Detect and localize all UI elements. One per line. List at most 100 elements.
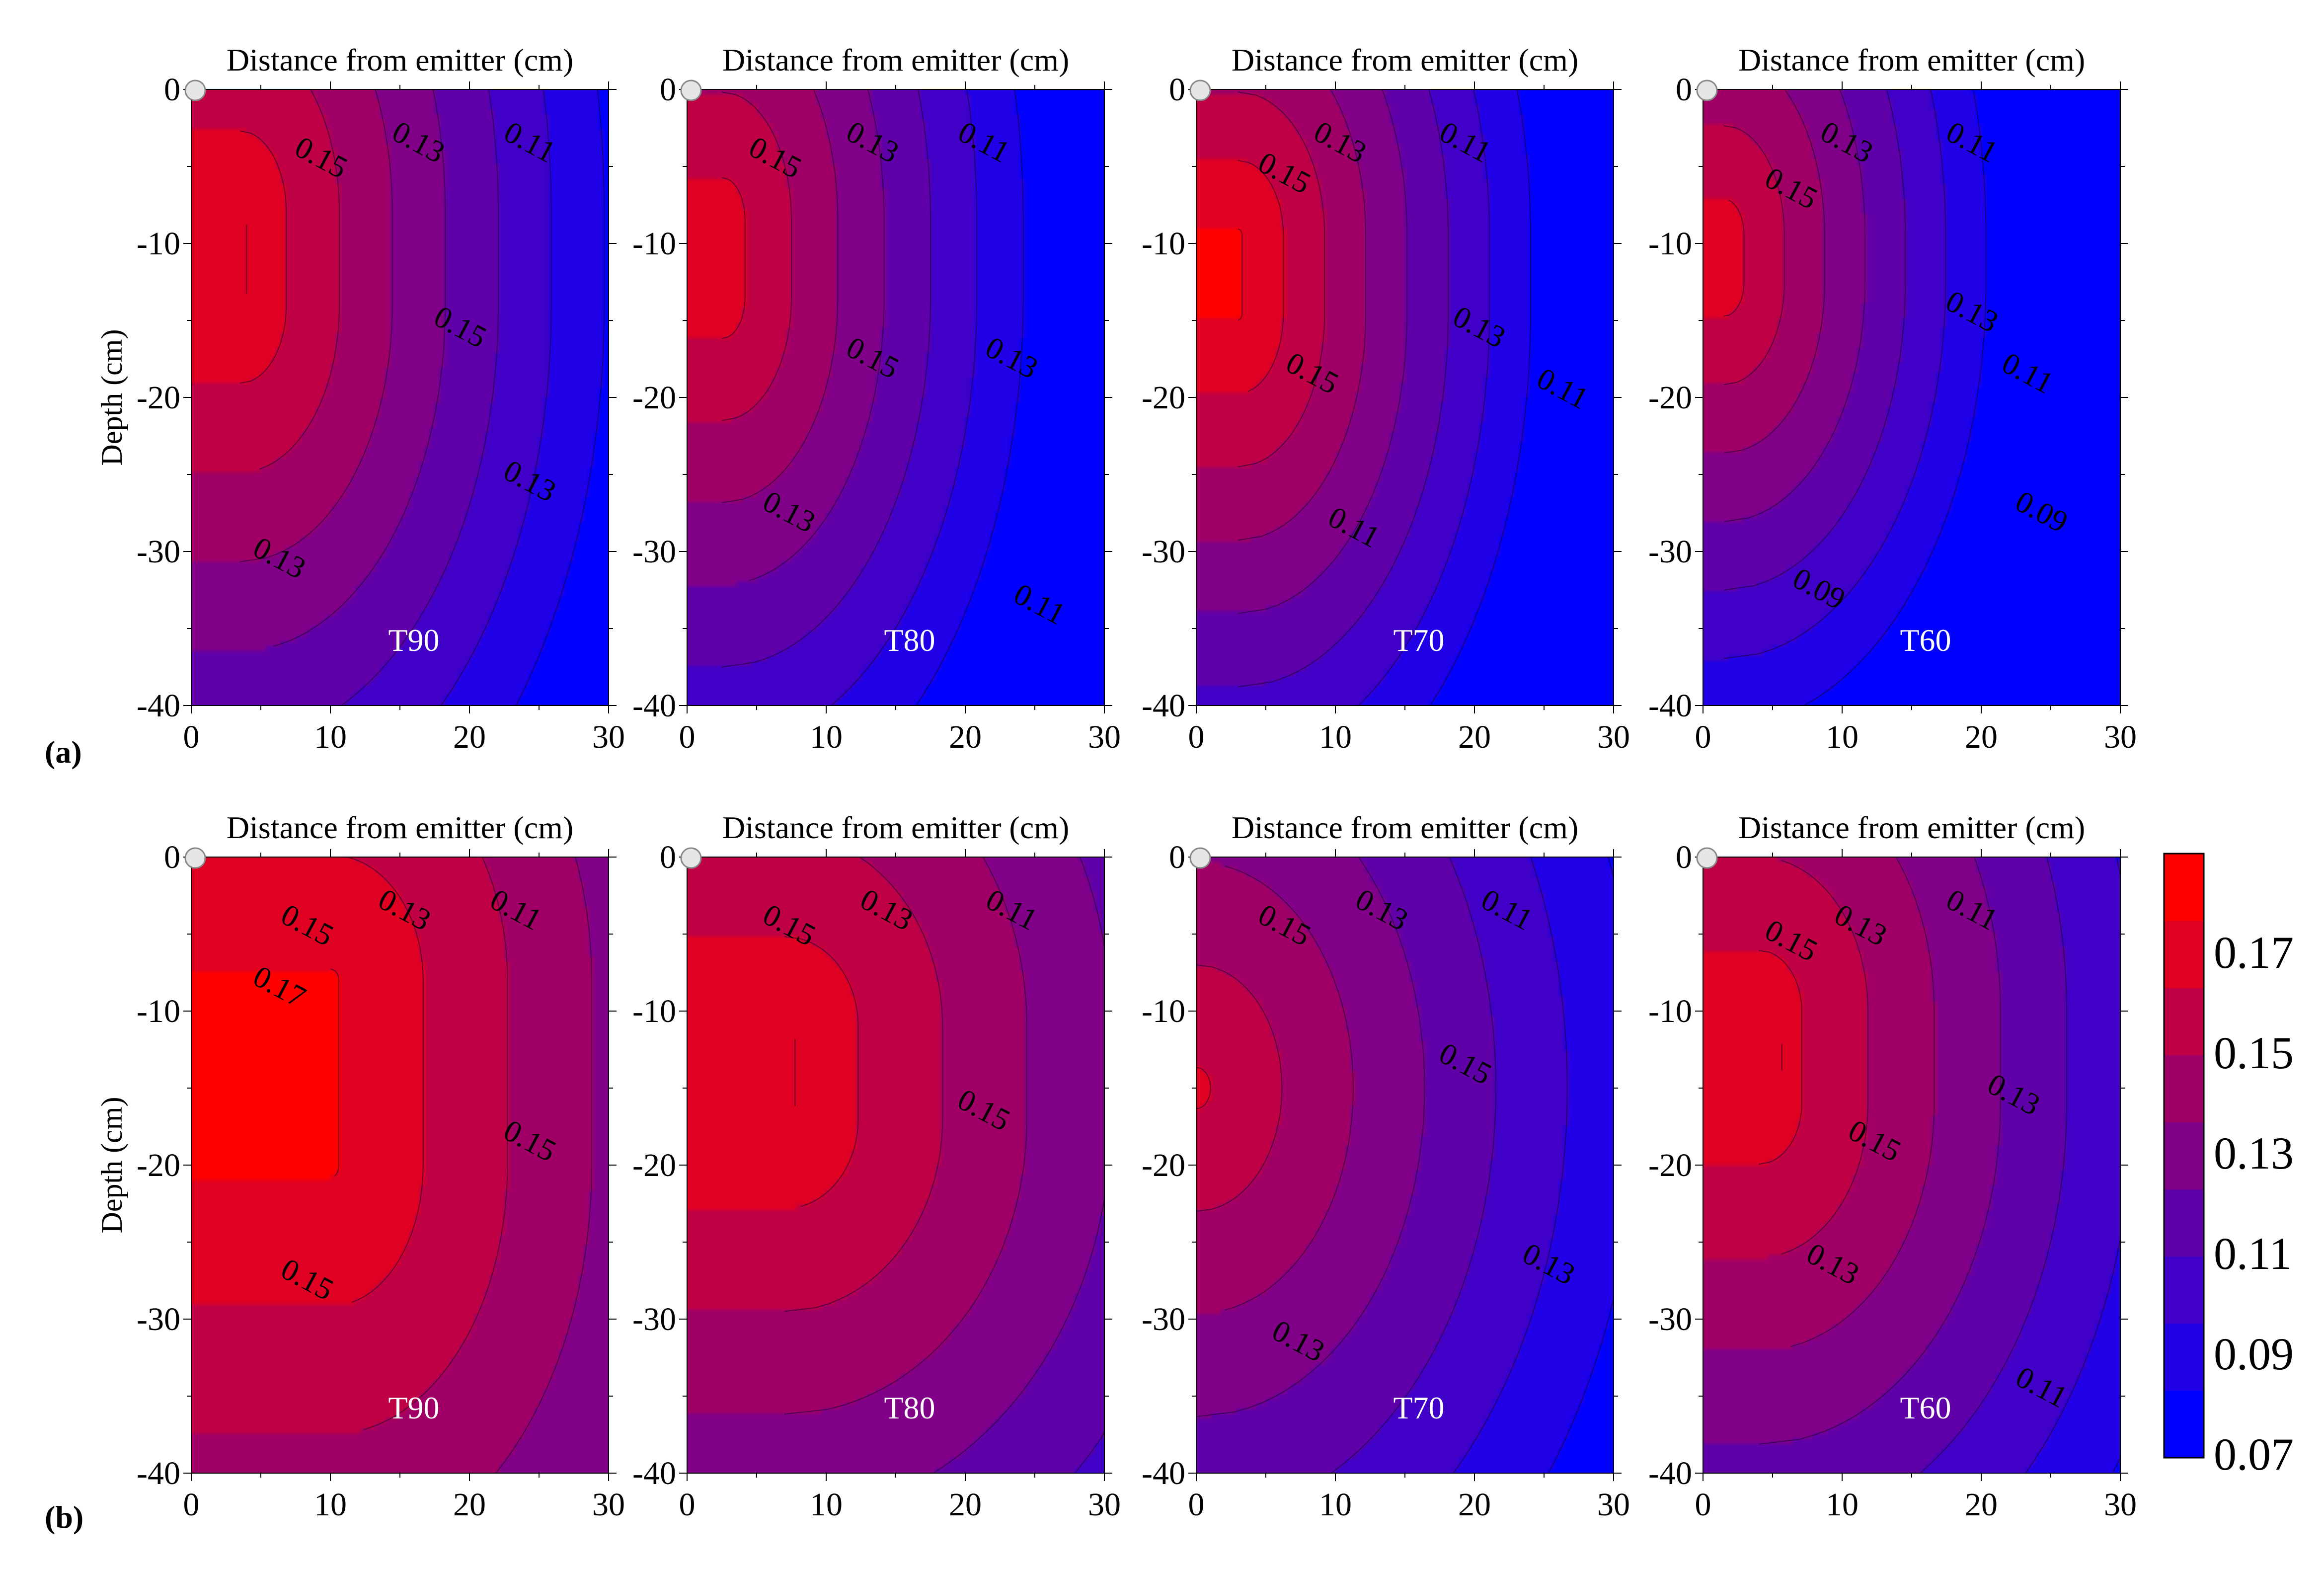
x-tick-label: 0 [183,719,200,755]
y-tick-label: -40 [1648,1455,1692,1492]
contour-line-0-163 [721,177,746,339]
y-tick-label: -30 [1648,1301,1692,1337]
x-tick-label: 20 [949,719,982,755]
x-tick-label: 10 [1826,719,1859,755]
y-tick-label: -20 [1648,1147,1692,1183]
y-tick-label: -40 [1142,1455,1185,1492]
x-tick-label: 20 [453,1487,486,1523]
y-tick-label: -40 [1648,688,1692,724]
contour-fill [687,89,1104,706]
x-axis-title: Distance from emitter (cm) [1232,42,1578,78]
y-tick-label: -30 [137,1301,180,1337]
treatment-label: T90 [388,623,439,658]
emitter-marker [1696,847,1718,869]
contour-line-0-150 [1238,91,1325,468]
colorbar-block [2164,1122,2204,1190]
contour-line-0-163 [1196,1067,1211,1109]
contour-line-0-123 [1758,857,2001,1445]
x-axis-title: Distance from emitter (cm) [227,810,573,845]
contour-line-0-137 [1238,89,1367,541]
contour-line-0-110 [721,89,931,668]
x-tick-label: 30 [2104,1487,2137,1523]
y-tick-label: 0 [660,839,676,875]
y-tick-label: -10 [137,993,180,1029]
y-tick-label: -40 [1142,688,1185,724]
contour-line-0-150 [259,89,340,470]
x-axis-title: Distance from emitter (cm) [722,810,1069,845]
colorbar-label-0-11: 0.11 [2214,1228,2292,1279]
emitter-marker [1189,79,1211,101]
contour-line-0-150 [1723,125,1785,386]
y-tick-label: 0 [660,72,676,108]
x-tick-label: 20 [949,1487,982,1523]
emitter-marker [1696,79,1718,101]
y-tick-label: -10 [632,993,676,1029]
row-label-b: (b) [45,1499,83,1535]
y-tick-label: 0 [1169,72,1185,108]
contour-line-0-150 [1196,964,1283,1212]
x-tick-label: 10 [314,1487,347,1523]
contour-line-0-083 [515,89,605,706]
contour-line-0-083 [916,89,1024,706]
x-axis-title: Distance from emitter (cm) [722,42,1069,78]
treatment-label: T70 [1393,1390,1444,1425]
colorbar-blocks [2164,854,2204,1458]
contour-line-0-137 [1723,89,1825,454]
contour-line-0-097 [440,89,552,706]
x-tick-label: 10 [810,719,843,755]
x-tick-label: 10 [1319,719,1352,755]
contour-fill [1703,89,2120,706]
contour-lines [721,89,1024,706]
contour-line-0-097 [1453,857,1568,1474]
contour-line-0-110 [1331,857,1497,1474]
y-tick-label: -40 [632,1455,676,1492]
y-tick-label: 0 [1676,839,1692,875]
treatment-label: T90 [388,1390,439,1425]
colorbar-block [2164,988,2204,1055]
x-tick-label: 30 [592,1487,625,1523]
contour-line-0-137 [784,857,1027,1415]
contour-lines [1196,857,1614,1474]
y-tick-label: -10 [1142,993,1185,1029]
y-tick-label: -30 [137,534,180,570]
y-tick-label: -40 [137,688,180,724]
x-axis-title: Distance from emitter (cm) [1232,810,1578,845]
colorbar: 0.17 0.15 0.13 0.11 0.09 0.07 [2163,853,2294,1480]
colorbar-block [2164,1323,2204,1391]
treatment-label: T80 [884,1390,935,1425]
y-tick-label: -10 [137,226,180,262]
treatment-label: T70 [1393,623,1444,658]
contour-line-0-137 [495,857,593,1474]
x-tick-label: 30 [1597,719,1630,755]
panel-a-t60: 0 10 20 30 0 -10 -20 -30 -40 Distance from emitte… [1648,42,2137,755]
y-tick-label: -10 [1142,226,1185,262]
colorbar-label-0-07: 0.07 [2214,1429,2294,1480]
colorbar-block [2164,1189,2204,1257]
x-tick-label: 0 [679,719,696,755]
contour-line-0-163 [784,936,859,1207]
y-tick-label: -20 [632,380,676,416]
y-tick-label: -20 [632,1147,676,1183]
colorbar-block [2164,854,2204,921]
y-tick-label: -10 [632,226,676,262]
y-tick-label: 0 [1676,72,1692,108]
colorbar-label-0-09: 0.09 [2214,1329,2294,1379]
x-tick-label: 10 [1319,1487,1352,1523]
contour-line-0-097 [831,89,978,706]
contour-line-0-163 [1758,949,1802,1165]
contour-fill [1196,857,1614,1473]
emitter-marker [184,79,206,101]
contour-line-0-137 [721,89,839,503]
contour-line-0-137 [1225,865,1354,1311]
contour-line-0-083 [1804,89,1987,706]
x-tick-label: 10 [1826,1487,1859,1523]
y-axis-title: Depth (cm) [95,1097,128,1234]
contour-lines [1723,89,1987,706]
y-tick-label: -10 [1648,226,1692,262]
contour-line-0-110 [1920,857,2067,1474]
x-tick-label: 30 [592,719,625,755]
x-tick-label: 0 [1695,719,1711,755]
colorbar-block [2164,1055,2204,1122]
y-tick-label: -40 [137,1455,180,1492]
contour-fill [191,857,609,1473]
